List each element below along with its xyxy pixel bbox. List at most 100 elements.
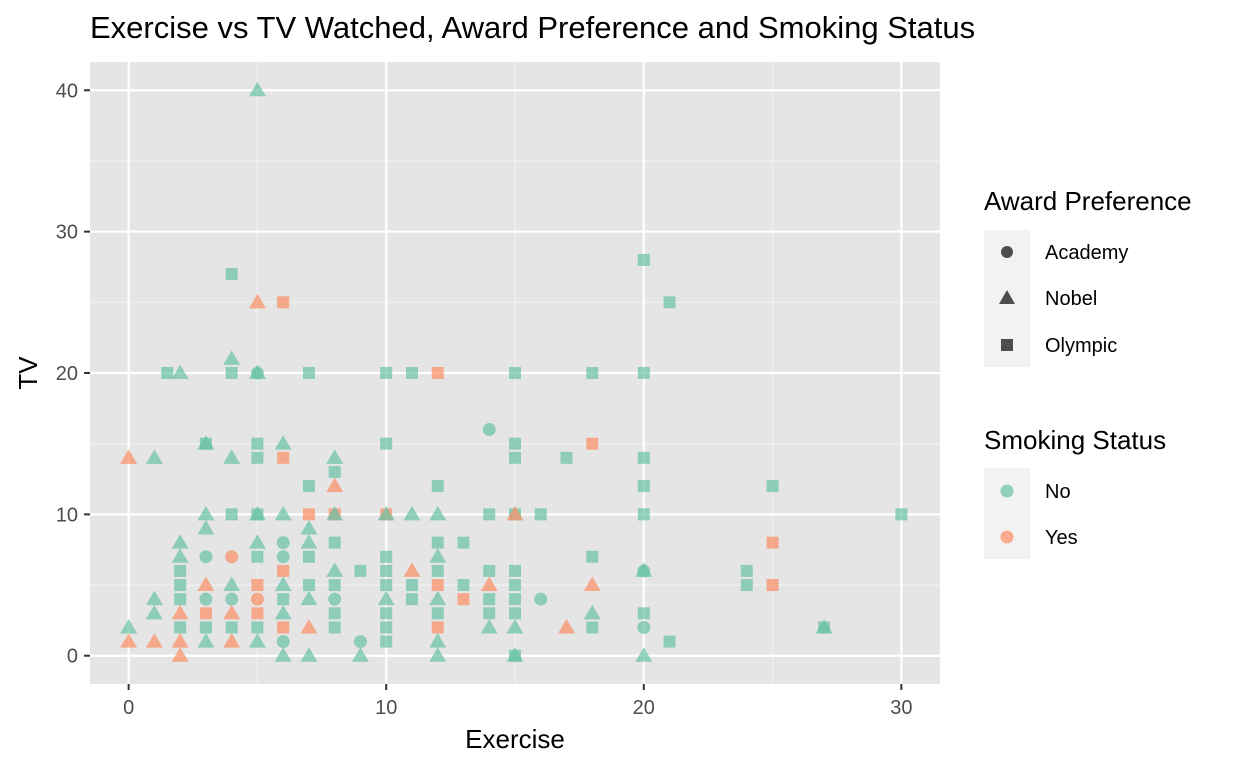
data-point-olympic-yes (431, 621, 444, 634)
data-point-olympic-no (225, 508, 238, 521)
y-axis-title: TV (13, 356, 43, 390)
data-point-nobel-no (120, 618, 138, 634)
data-point-olympic-no (509, 367, 521, 379)
data-point-academy-no (637, 564, 651, 578)
data-point-nobel-yes (480, 576, 498, 592)
data-point-nobel-yes (300, 618, 318, 634)
data-point-olympic-no (586, 621, 599, 634)
data-point-nobel-no (300, 534, 318, 549)
legend-key-olympic (1001, 339, 1013, 351)
data-point-nobel-no (197, 520, 215, 535)
data-point-olympic-no (509, 564, 521, 577)
data-point-nobel-yes (248, 293, 266, 309)
data-point-olympic-no (663, 635, 676, 648)
x-tick-label: 10 (375, 697, 397, 719)
legend-key-yes (1000, 530, 1014, 544)
data-point-olympic-no (225, 621, 238, 634)
data-point-academy-no (328, 592, 342, 606)
y-tick-label: 10 (56, 504, 78, 526)
data-point-olympic-no (251, 508, 264, 521)
data-point-olympic-no (251, 621, 264, 634)
data-point-nobel-yes (223, 604, 241, 620)
data-point-olympic-no (637, 607, 650, 620)
data-point-olympic-no (405, 593, 418, 606)
data-point-nobel-no (197, 505, 215, 521)
data-point-olympic-no (225, 268, 238, 281)
data-point-nobel-yes (583, 576, 601, 592)
data-point-olympic-no (277, 593, 290, 606)
data-point-nobel-no (429, 505, 447, 521)
data-point-olympic-no (483, 508, 496, 521)
legend-smoking-status: Smoking Status No Yes (984, 425, 1166, 559)
data-point-nobel-no (274, 576, 292, 592)
legend-label-nobel: Nobel (1045, 288, 1097, 310)
legend-label-olympic: Olympic (1045, 335, 1117, 357)
data-point-nobel-yes (558, 618, 576, 634)
data-point-nobel-no (326, 562, 344, 577)
y-tick-label: 30 (56, 222, 78, 244)
data-point-nobel-no (145, 590, 163, 606)
data-point-academy-yes (250, 592, 264, 606)
data-point-nobel-yes (506, 505, 524, 521)
data-point-nobel-no (197, 633, 215, 648)
data-point-nobel-no (274, 435, 292, 450)
data-point-nobel-yes (120, 633, 138, 648)
data-point-nobel-no (145, 604, 163, 620)
data-point-olympic-no (586, 550, 599, 563)
legend-label-academy: Academy (1045, 242, 1128, 264)
data-point-olympic-no (637, 508, 650, 521)
data-point-olympic-no (380, 621, 393, 634)
data-point-olympic-no (380, 437, 393, 450)
data-point-olympic-no (431, 480, 444, 493)
legend-key-no (1000, 484, 1014, 498)
data-point-olympic-yes (251, 579, 264, 592)
data-point-olympic-no (663, 296, 676, 309)
data-point-nobel-no (351, 647, 369, 662)
data-point-academy-no (276, 536, 290, 550)
x-tick-label: 0 (123, 697, 134, 719)
data-point-olympic-no (405, 367, 418, 379)
data-point-olympic-yes (431, 579, 444, 592)
data-point-olympic-no (586, 367, 599, 379)
data-point-olympic-no (637, 253, 650, 266)
chart-title: Exercise vs TV Watched, Award Preference… (90, 10, 975, 45)
data-point-olympic-no (380, 607, 393, 620)
data-point-academy-no (276, 635, 290, 649)
data-point-olympic-no (380, 635, 393, 648)
data-point-olympic-no (328, 579, 341, 592)
data-point-olympic-no (637, 480, 650, 493)
legend-award-title: Award Preference (984, 186, 1192, 216)
data-point-olympic-no (509, 593, 521, 606)
data-point-academy-no (199, 550, 213, 564)
data-point-olympic-no (302, 550, 315, 563)
data-point-olympic-no (405, 579, 418, 592)
x-axis: 0 10 20 30 (123, 684, 912, 719)
data-point-olympic-no (483, 564, 496, 577)
legend-key-nobel (999, 290, 1015, 304)
data-point-olympic-no (225, 367, 238, 379)
y-axis: 0 10 20 30 40 (56, 80, 90, 668)
data-point-nobel-no (635, 647, 653, 662)
data-point-nobel-no (145, 449, 163, 464)
data-point-olympic-no (740, 579, 753, 592)
data-point-nobel-no (171, 548, 189, 563)
data-point-olympic-no (354, 564, 367, 577)
data-point-nobel-no (403, 505, 421, 521)
data-point-olympic-no (302, 480, 315, 493)
data-point-olympic-no (766, 480, 779, 493)
x-axis-title: Exercise (465, 724, 565, 754)
data-point-academy-no (225, 592, 239, 606)
data-point-olympic-no (251, 451, 264, 464)
x-tick-label: 30 (890, 697, 912, 719)
data-point-nobel-no (506, 647, 524, 662)
data-point-olympic-no (251, 437, 264, 450)
data-point-olympic-yes (431, 367, 444, 379)
data-point-nobel-yes (120, 449, 138, 464)
data-point-nobel-no (300, 520, 318, 535)
data-point-nobel-no (223, 350, 241, 365)
data-point-nobel-yes (223, 633, 241, 648)
data-point-nobel-no (377, 505, 395, 521)
data-point-nobel-no (326, 449, 344, 464)
data-point-academy-no (534, 592, 548, 606)
